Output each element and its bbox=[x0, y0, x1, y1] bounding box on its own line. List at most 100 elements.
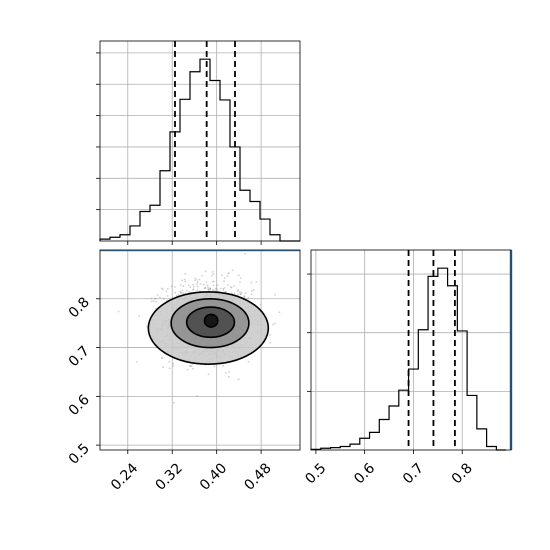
joint-sample-point bbox=[215, 288, 218, 291]
joint-sample-point bbox=[231, 292, 233, 295]
joint-sample-point bbox=[117, 310, 120, 313]
joint-density-contours bbox=[147, 291, 270, 365]
joint-sample-point bbox=[207, 286, 209, 289]
joint-sample-point bbox=[216, 284, 219, 287]
joint-sample-point bbox=[165, 290, 168, 293]
joint-sample-point bbox=[167, 287, 169, 290]
joint-sample-point bbox=[188, 291, 191, 293]
joint-sample-point bbox=[159, 296, 161, 299]
joint-sample-point bbox=[250, 281, 253, 284]
joint-sample-point bbox=[233, 285, 236, 287]
joint-xtick-label: 0.48 bbox=[241, 460, 274, 493]
joint-sample-point bbox=[226, 275, 229, 278]
joint-sample-point bbox=[228, 371, 230, 373]
joint-sample-point bbox=[199, 283, 202, 285]
joint-sample-point bbox=[188, 284, 190, 287]
joint-sample-point bbox=[196, 281, 199, 283]
joint-sample-point bbox=[207, 288, 210, 291]
joint-sample-point bbox=[179, 290, 182, 293]
joint-sample-point bbox=[176, 294, 178, 297]
joint-sample-point bbox=[222, 288, 225, 290]
joint-sample-point bbox=[230, 286, 233, 289]
joint-sample-point bbox=[186, 368, 189, 371]
joint-sample-point bbox=[211, 289, 214, 291]
joint-sample-point bbox=[209, 287, 212, 290]
joint-sample-point bbox=[227, 375, 230, 378]
joint-sample-point bbox=[177, 293, 180, 296]
joint-sample-point bbox=[185, 289, 188, 292]
joint-sample-point bbox=[237, 289, 240, 291]
y-marginal-panel: 0.5 0.6 0.7 0.8 bbox=[302, 249, 513, 487]
joint-sample-point bbox=[191, 289, 194, 291]
joint-sample-point bbox=[269, 334, 271, 336]
joint-sample-point bbox=[203, 287, 206, 290]
joint-sample-point bbox=[196, 289, 199, 291]
joint-sample-point bbox=[184, 280, 187, 283]
joint-sample-point bbox=[201, 274, 204, 277]
joint-sample-point bbox=[214, 287, 217, 290]
joint-sample-point bbox=[243, 295, 246, 298]
joint-sample-point bbox=[155, 300, 158, 303]
joint-sample-point bbox=[236, 290, 239, 292]
y-marginal-grid bbox=[311, 250, 511, 450]
joint-sample-point bbox=[152, 300, 155, 302]
x-marginal-ticks bbox=[96, 52, 262, 245]
y-marginal-xtick-label: 0.5 bbox=[302, 460, 329, 487]
joint-sample-point bbox=[213, 365, 216, 367]
joint-sample-point bbox=[250, 293, 253, 296]
joint-sample-point bbox=[179, 292, 182, 294]
joint-sample-point bbox=[192, 283, 195, 286]
joint-sample-point bbox=[174, 286, 176, 288]
joint-sample-point bbox=[209, 287, 212, 290]
joint-sample-point bbox=[259, 303, 262, 306]
y-marginal-quantiles bbox=[407, 250, 456, 450]
y-marginal-xtick-label: 0.7 bbox=[400, 460, 427, 487]
joint-x-axis: 0.24 0.32 0.40 0.48 bbox=[108, 450, 275, 494]
joint-sample-point bbox=[136, 361, 138, 363]
joint-sample-point bbox=[207, 373, 210, 376]
joint-sample-point bbox=[198, 278, 201, 281]
joint-sample-point bbox=[161, 357, 163, 360]
joint-sample-point bbox=[211, 280, 214, 283]
joint-frame bbox=[99, 249, 301, 451]
joint-sample-point bbox=[222, 289, 225, 291]
joint-sample-point bbox=[166, 295, 169, 297]
joint-sample-point bbox=[163, 297, 165, 300]
joint-sample-point bbox=[170, 285, 173, 287]
joint-panel: 0.24 0.32 0.40 0.48 0.5 0.6 0.7 0.8 bbox=[66, 249, 301, 494]
y-marginal-xtick-label: 0.6 bbox=[351, 460, 378, 487]
x-marginal-panel bbox=[96, 40, 301, 245]
joint-sample-point bbox=[168, 367, 171, 370]
joint-sample-point bbox=[173, 401, 175, 404]
joint-xtick-label: 0.40 bbox=[197, 460, 230, 493]
joint-ytick-label: 0.6 bbox=[66, 392, 93, 419]
joint-sample-point bbox=[189, 286, 192, 288]
joint-sample-point bbox=[196, 279, 198, 281]
joint-sample-point bbox=[162, 366, 165, 369]
joint-sample-point bbox=[183, 278, 186, 281]
joint-sample-point bbox=[196, 395, 199, 397]
joint-sample-point bbox=[182, 285, 185, 288]
joint-sample-point bbox=[190, 365, 193, 367]
x-marginal-quantiles bbox=[174, 41, 236, 241]
x-marginal-grid bbox=[100, 41, 300, 241]
y-marginal-ticks bbox=[307, 273, 311, 392]
joint-sample-point bbox=[228, 272, 231, 274]
joint-sample-point bbox=[193, 279, 196, 282]
joint-sample-point bbox=[168, 361, 171, 363]
joint-sample-point bbox=[225, 371, 227, 374]
joint-sample-point bbox=[207, 288, 210, 291]
joint-ytick-label: 0.8 bbox=[66, 294, 93, 321]
joint-sample-point bbox=[171, 296, 174, 299]
joint-sample-point bbox=[150, 300, 153, 303]
joint-sample-point bbox=[212, 272, 215, 275]
joint-sample-point bbox=[223, 287, 226, 289]
joint-sample-point bbox=[155, 297, 157, 300]
joint-sample-point bbox=[227, 272, 230, 275]
joint-sample-point bbox=[189, 365, 192, 367]
joint-sample-point bbox=[211, 274, 214, 277]
joint-sample-point bbox=[247, 297, 250, 299]
joint-sample-point bbox=[251, 289, 253, 292]
joint-sample-point bbox=[225, 290, 227, 293]
